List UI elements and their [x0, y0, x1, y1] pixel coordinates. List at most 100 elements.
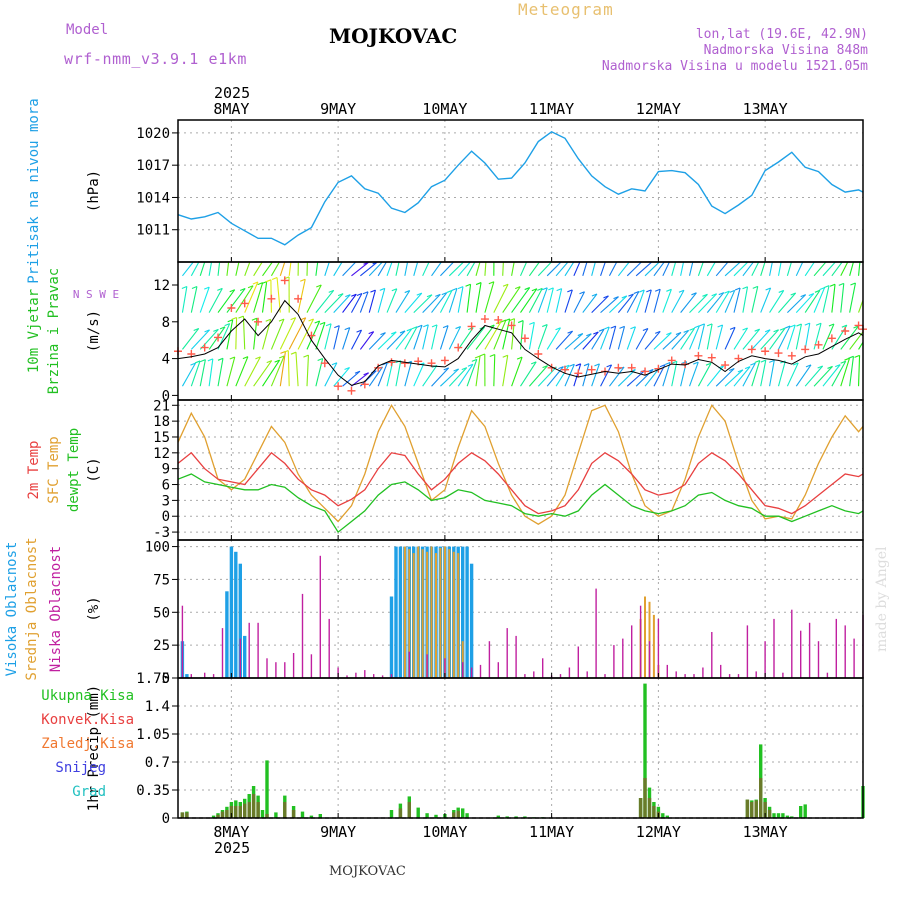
bar-cloud-low: [728, 674, 731, 678]
wind-arrow: [697, 262, 704, 276]
wind-arrow: [591, 262, 596, 276]
wind-arrow-head: [300, 317, 306, 321]
wind-arrow: [528, 322, 535, 350]
wind-arrow: [733, 327, 749, 350]
bar-precip-total: [300, 811, 305, 818]
wind-arrow: [626, 326, 636, 350]
wind-arrow-head: [759, 252, 764, 254]
bar-cloud-low: [533, 671, 535, 678]
wind-arrow-head: [750, 362, 756, 366]
wind-arrow-head: [265, 249, 270, 251]
wind-arrow: [546, 287, 554, 313]
y-tick-label: 21: [153, 398, 170, 414]
wind-arrow-head: [529, 321, 535, 325]
wind-arrow: [840, 325, 859, 350]
bar-precip-total: [505, 816, 509, 818]
gust-marker: [334, 382, 343, 391]
wind-arrow: [769, 290, 785, 313]
wind-arrow-head: [844, 253, 849, 255]
wind-arrow: [181, 286, 188, 313]
bar-cloud-low: [204, 672, 206, 678]
gust-marker: [587, 365, 596, 374]
bar-cloud-mid: [421, 549, 424, 678]
wind-arrow-head: [616, 255, 621, 257]
wind-arrow: [368, 366, 383, 387]
wind-arrow-head: [659, 364, 666, 368]
bar-cloud-low: [622, 638, 624, 678]
bar-precip-conv: [638, 798, 643, 818]
wind-arrow-head: [593, 331, 599, 335]
wind-arrow: [208, 288, 223, 313]
wind-arrow: [288, 317, 307, 350]
wind-arrow-head: [579, 291, 585, 295]
wind-arrow: [706, 262, 716, 277]
y-tick-label: 1020: [136, 126, 170, 142]
wind-arrow: [279, 317, 297, 350]
gust-marker: [774, 349, 783, 358]
wind-arrow-head: [690, 251, 695, 253]
wind-arrow: [617, 293, 634, 313]
gust-marker: [787, 351, 796, 360]
bar-precip-total: [661, 813, 665, 818]
wind-arrow: [368, 289, 376, 313]
wind-arrow: [795, 262, 804, 277]
y-tick-label: 0: [162, 509, 170, 525]
bar-cloud-low: [568, 667, 571, 678]
wind-arrow: [537, 366, 557, 387]
wind-arrow: [235, 262, 240, 276]
bar-precip-conv: [456, 810, 460, 818]
bar-precip-total: [790, 816, 794, 818]
gust-marker: [347, 386, 356, 395]
wind-arrow-head: [702, 293, 708, 297]
wind-arrow-head: [200, 359, 206, 363]
wind-arrow: [822, 285, 830, 313]
bar-cloud-low: [319, 555, 321, 678]
x-tick-label-top: 10MAY: [422, 100, 467, 118]
wind-arrow-head: [606, 364, 612, 368]
wind-arrow-head: [666, 288, 672, 292]
wind-arrow-head: [337, 293, 344, 297]
wind-arrow-head: [204, 286, 210, 290]
wind-arrow: [849, 330, 863, 350]
wind-arrow: [377, 288, 386, 313]
meteogram-title: Meteogram: [518, 0, 614, 19]
data-layer: [174, 130, 867, 819]
wind-arrow: [831, 284, 836, 313]
wind-arrow: [777, 262, 782, 276]
wind-arrow-head: [594, 363, 600, 367]
wind-arrow-head: [251, 317, 258, 321]
wind-arrow: [279, 351, 287, 387]
wind-arrow: [564, 262, 575, 277]
wind-arrow-head: [451, 287, 458, 291]
bar-cloud-low: [355, 672, 357, 678]
bar-precip-total: [785, 815, 790, 818]
wind-arrow-head: [560, 258, 565, 260]
wind-arrow: [546, 327, 561, 350]
wind-arrow: [502, 286, 521, 313]
wind-arrow: [537, 287, 548, 313]
bar-precip-total: [772, 813, 776, 818]
wind-arrow: [342, 293, 357, 313]
wind-arrow: [858, 298, 863, 313]
wind-arrow: [608, 326, 617, 350]
wind-arrow: [333, 367, 350, 387]
bar-cloud-low: [835, 618, 837, 678]
wind-arrow-head: [724, 290, 730, 294]
wind-arrow: [689, 325, 700, 350]
y-tick-label: 12: [153, 446, 170, 462]
panel-frames: [177, 119, 864, 819]
wind-arrow-head: [849, 250, 854, 252]
gust-marker: [387, 358, 396, 367]
bar-cloud-low: [666, 664, 668, 678]
wind-arrow-head: [585, 253, 590, 255]
wind-arrow: [262, 359, 281, 387]
x-tick-label-top: 13MAY: [743, 100, 788, 118]
wind-arrow-head: [405, 251, 410, 253]
wind-arrow: [777, 360, 786, 387]
wind-arrow-head: [639, 289, 645, 293]
gust-marker: [614, 363, 623, 372]
wind-arrow: [235, 317, 238, 350]
bar-cloud-mid: [439, 547, 442, 678]
wind-arrow-head: [828, 323, 835, 327]
